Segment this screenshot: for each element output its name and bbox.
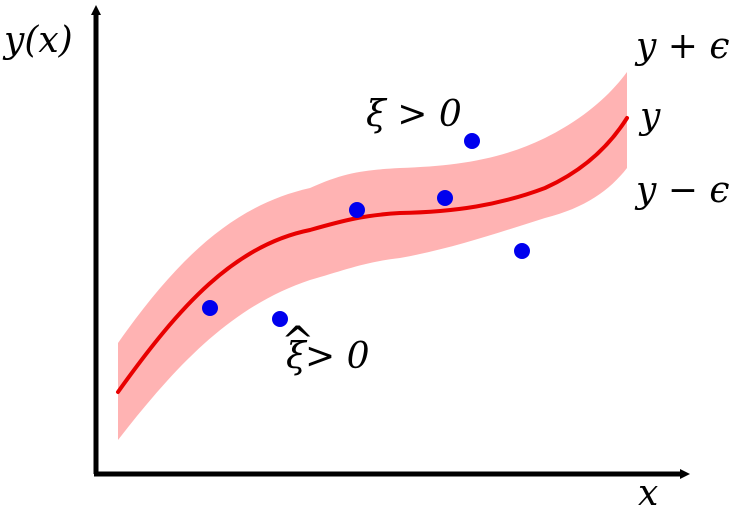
lower-band-label: y − ϵ [634, 170, 729, 211]
data-point [202, 300, 218, 316]
x-axis-label: x [638, 473, 658, 512]
curve-label: y [638, 96, 661, 137]
data-point [437, 190, 453, 206]
xi-hat-label: ξ ^ > 0 [281, 319, 370, 377]
xi-hat-symbol: ξ [286, 336, 308, 377]
data-point [514, 243, 530, 259]
xi-above-label: ξ > 0 [366, 94, 462, 135]
y-axis-label: y(x) [2, 20, 73, 61]
data-point [272, 311, 288, 327]
xi-hat-rest: > 0 [305, 336, 370, 377]
xi-hat-accent: ^ [281, 319, 315, 365]
data-point [349, 202, 365, 218]
upper-band-label: y + ϵ [634, 26, 729, 67]
regression-curve [116, 116, 629, 394]
data-point [464, 133, 480, 149]
epsilon-tube [118, 72, 627, 440]
